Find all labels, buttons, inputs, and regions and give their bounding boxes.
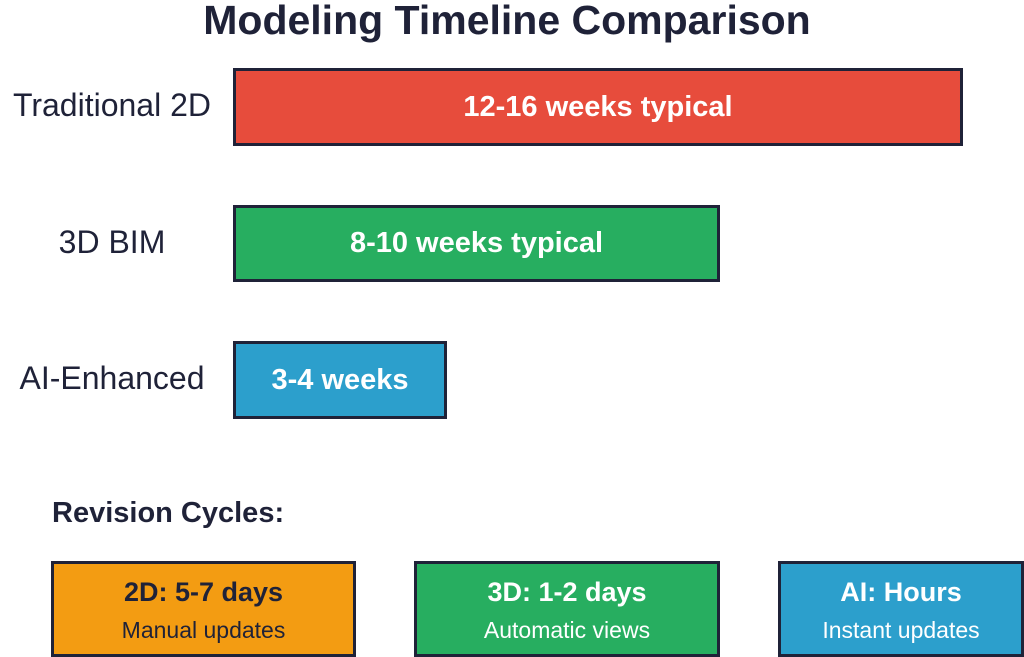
box-title: 2D: 5-7 days [123,577,284,607]
section-title: Revision Cycles: [52,497,285,529]
revision-box: AI: Hours Instant updates [778,561,1024,657]
row-label: Traditional 2D [12,87,211,123]
box-subtitle: Instant updates [822,617,980,643]
row-label: AI-Enhanced [19,360,205,396]
revision-box: 3D: 1-2 days Automatic views [414,561,720,657]
box-title: 3D: 1-2 days [487,577,647,607]
box-subtitle: Automatic views [483,617,651,643]
box-subtitle: Manual updates [121,617,286,643]
title: Modeling Timeline Comparison [203,0,811,43]
timeline-bar: 8-10 weeks typical [233,205,720,282]
timeline-bar: 12-16 weeks typical [233,68,963,146]
revision-box: 2D: 5-7 days Manual updates [51,561,356,657]
row-label: 3D BIM [58,224,166,260]
box-title: AI: Hours [840,577,962,607]
timeline-bar: 3-4 weeks [233,341,447,419]
